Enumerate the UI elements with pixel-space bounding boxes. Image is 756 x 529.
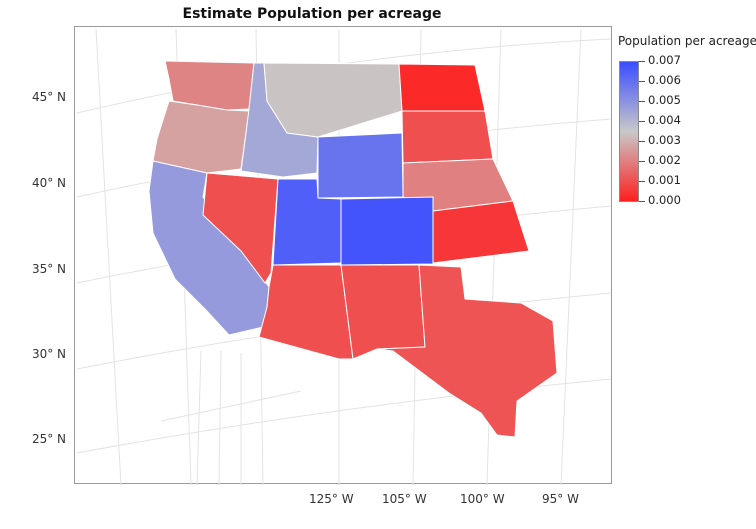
state-north-dakota[interactable] <box>398 63 486 112</box>
state-montana[interactable] <box>263 62 403 138</box>
state-arizona[interactable] <box>258 264 354 360</box>
lat-label-40: 40° N <box>31 176 66 190</box>
state-south-dakota[interactable] <box>401 110 494 164</box>
lat-label-25: 25° N <box>31 432 66 446</box>
legend-color-bar <box>619 61 639 202</box>
state-colorado[interactable] <box>340 196 434 266</box>
legend-tick-label: 0.003 <box>648 133 681 147</box>
chart-title: Estimate Population per acreage <box>182 6 442 22</box>
legend-tick-label: 0.006 <box>648 73 681 87</box>
legend-tick-label: 0.005 <box>648 93 681 107</box>
lon-label-105: 105° W <box>382 492 427 506</box>
legend-tick-label: 0.004 <box>648 113 681 127</box>
map-canvas <box>76 28 612 485</box>
state-new-mexico[interactable] <box>340 264 426 360</box>
state-kansas[interactable] <box>432 200 530 264</box>
map-frame <box>74 26 612 485</box>
lat-label-35: 35° N <box>31 262 66 276</box>
lon-label-125: 125° W <box>309 492 354 506</box>
states-layer <box>148 60 558 438</box>
legend-tick-mark <box>639 141 645 142</box>
state-wyoming[interactable] <box>317 132 404 199</box>
legend-title: Population per acreage <box>618 34 756 48</box>
lon-label-100: 100° W <box>460 492 505 506</box>
legend-tick-label: 0.001 <box>648 173 681 187</box>
legend-tick-label: 0.000 <box>648 193 681 207</box>
lat-label-45: 45° N <box>31 90 66 104</box>
legend-tick-label: 0.007 <box>648 53 681 67</box>
legend-tick-mark <box>639 201 645 202</box>
state-texas[interactable] <box>376 264 558 438</box>
graticule <box>76 28 612 485</box>
legend-tick-mark <box>639 161 645 162</box>
legend-tick-mark <box>639 121 645 122</box>
lat-label-30: 30° N <box>31 347 66 361</box>
state-california[interactable] <box>148 160 270 336</box>
legend-tick-mark <box>639 181 645 182</box>
legend-tick-mark <box>639 101 645 102</box>
lon-label-95: 95° W <box>542 492 579 506</box>
legend-tick-mark <box>639 61 645 62</box>
state-oregon[interactable] <box>152 100 250 174</box>
legend-tick-mark <box>639 81 645 82</box>
legend-tick-label: 0.002 <box>648 153 681 167</box>
